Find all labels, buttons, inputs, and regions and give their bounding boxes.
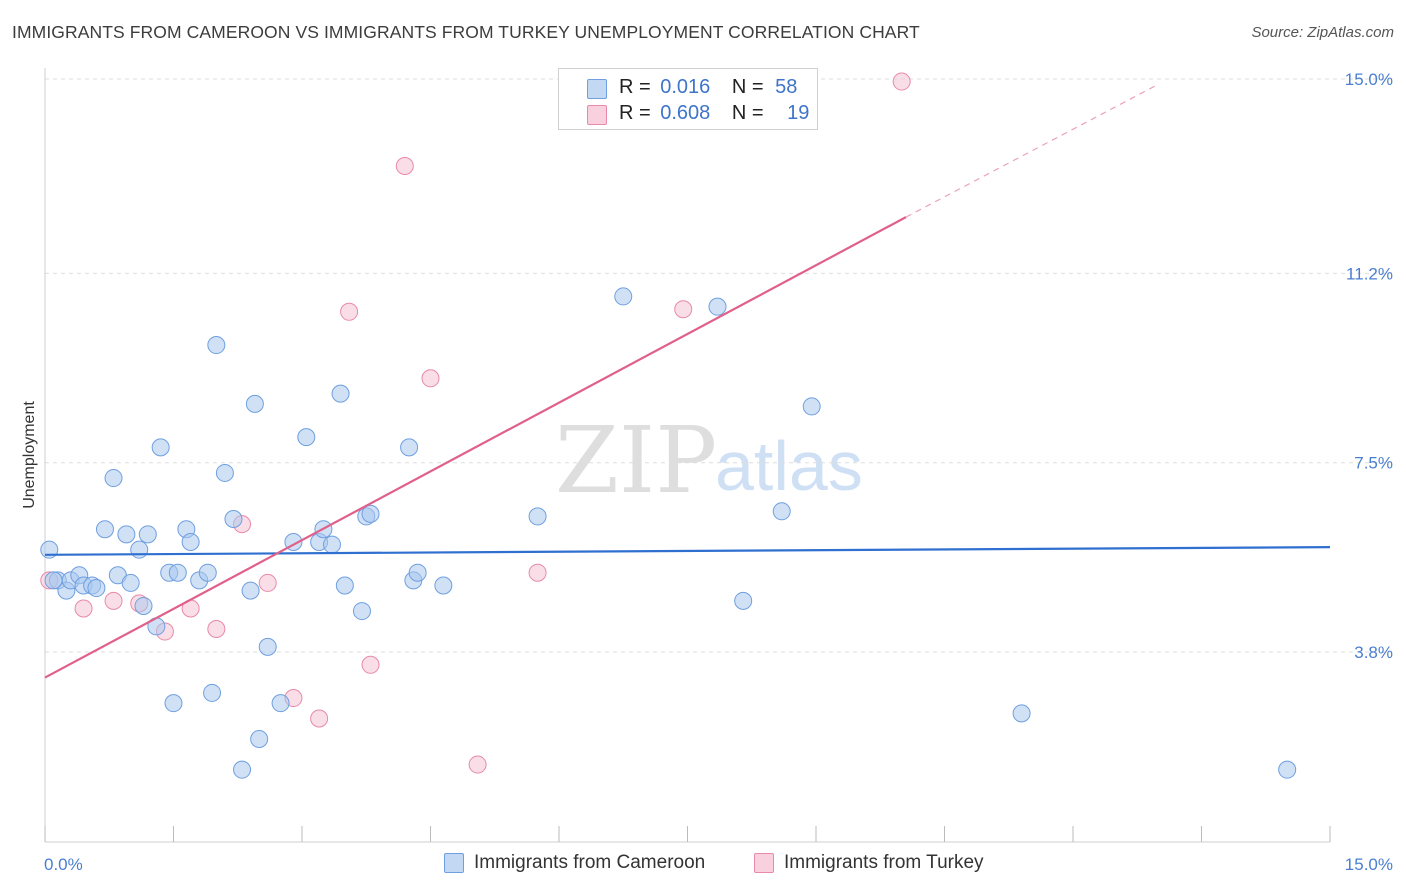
legend-n-value: 58 [775,76,798,98]
turkey-trend-line [44,216,907,679]
stats-legend: R = 0.016 N = 58 R = 0.608 N = 19 [558,68,818,130]
turkey-point [528,563,547,582]
cameroon-point [258,637,277,656]
turkey-point [310,709,329,728]
turkey-point [395,156,414,175]
cameroon-point [203,683,222,702]
cameroon-point [138,525,157,544]
cameroon-point [241,581,260,600]
turkey-point [258,573,277,592]
turkey-point [892,72,911,91]
cameroon-point [87,579,106,598]
turkey-point [674,300,693,319]
legend-swatch-turkey [587,105,607,125]
cameroon-point [215,463,234,482]
cameroon-point [121,573,140,592]
cameroon-point [352,602,371,621]
legend-n-label: N = [731,102,764,124]
legend-r-label: R = [619,102,651,124]
cameroon-point [528,507,547,526]
turkey-point [207,619,226,638]
bottom-legend-turkey: Immigrants from Turkey [784,852,984,873]
cameroon-point [297,428,316,447]
turkey-point [421,369,440,388]
cameroon-point [708,297,727,316]
legend-r-value: 0.608 [660,102,711,124]
cameroon-point [734,591,753,610]
cameroon-point [134,596,153,615]
cameroon-point [95,520,114,539]
cameroon-point [408,563,427,582]
cameroon-point [168,563,187,582]
cameroon-point [44,571,63,590]
legend-n-label: N = [731,76,764,98]
cameroon-point [434,576,453,595]
watermark-zip: ZIP [555,407,717,514]
cameroon-point [1278,760,1297,779]
cameroon-point [361,504,380,523]
cameroon-point [117,525,136,544]
cameroon-point [164,694,183,713]
x-tick-label: 0.0% [44,855,83,874]
cameroon-point [331,384,350,403]
cameroon-point [1012,704,1031,723]
x-tick-label: 15.0% [1345,855,1393,874]
y-tick-label: 3.8% [1354,643,1393,662]
legend-r-value: 0.016 [660,76,711,98]
cameroon-point [614,287,633,306]
y-tick-label: 11.2% [1346,264,1393,283]
legend-swatch-cameroon [587,79,607,99]
legend-r-label: R = [619,76,651,98]
source-credit: Source: ZipAtlas.com [1251,24,1394,41]
cameroon-point [400,438,419,457]
turkey-point [74,599,93,618]
legend-n-value: 19 [787,102,810,124]
cameroon-point [207,336,226,355]
cameroon-point [245,394,264,413]
chart-title: IMMIGRANTS FROM CAMEROON VS IMMIGRANTS F… [12,22,920,42]
legend-row-turkey: R = 0.608 N = 19 [619,102,809,125]
cameroon-point [322,535,341,554]
turkey-point [361,655,380,674]
turkey-point [340,302,359,321]
legend-row-cameroon: R = 0.016 N = 58 [619,76,797,99]
bottom-legend-swatch-cameroon [444,853,464,873]
cameroon-point [271,694,290,713]
y-tick-label: 15.0% [1345,70,1393,89]
cameroon-point [335,576,354,595]
y-axis-label: Unemployment [21,401,38,509]
cameroon-point [181,533,200,552]
turkey-point [468,755,487,774]
bottom-legend-swatch-turkey [754,853,774,873]
cameroon-point [104,469,123,488]
y-tick-label: 7.5% [1354,454,1393,473]
watermark-atlas: atlas [715,427,863,505]
cameroon-point [151,438,170,457]
cameroon-point [772,502,791,521]
cameroon-point [198,563,217,582]
bottom-legend-cameroon: Immigrants from Cameroon [474,852,706,873]
cameroon-point [224,509,243,528]
cameroon-point [130,540,149,559]
turkey-point [104,591,123,610]
cameroon-trend-line [44,546,1331,556]
turkey-trend-extension [905,83,1159,218]
cameroon-point [250,729,269,748]
cameroon-point [802,397,821,416]
cameroon-point [233,760,252,779]
